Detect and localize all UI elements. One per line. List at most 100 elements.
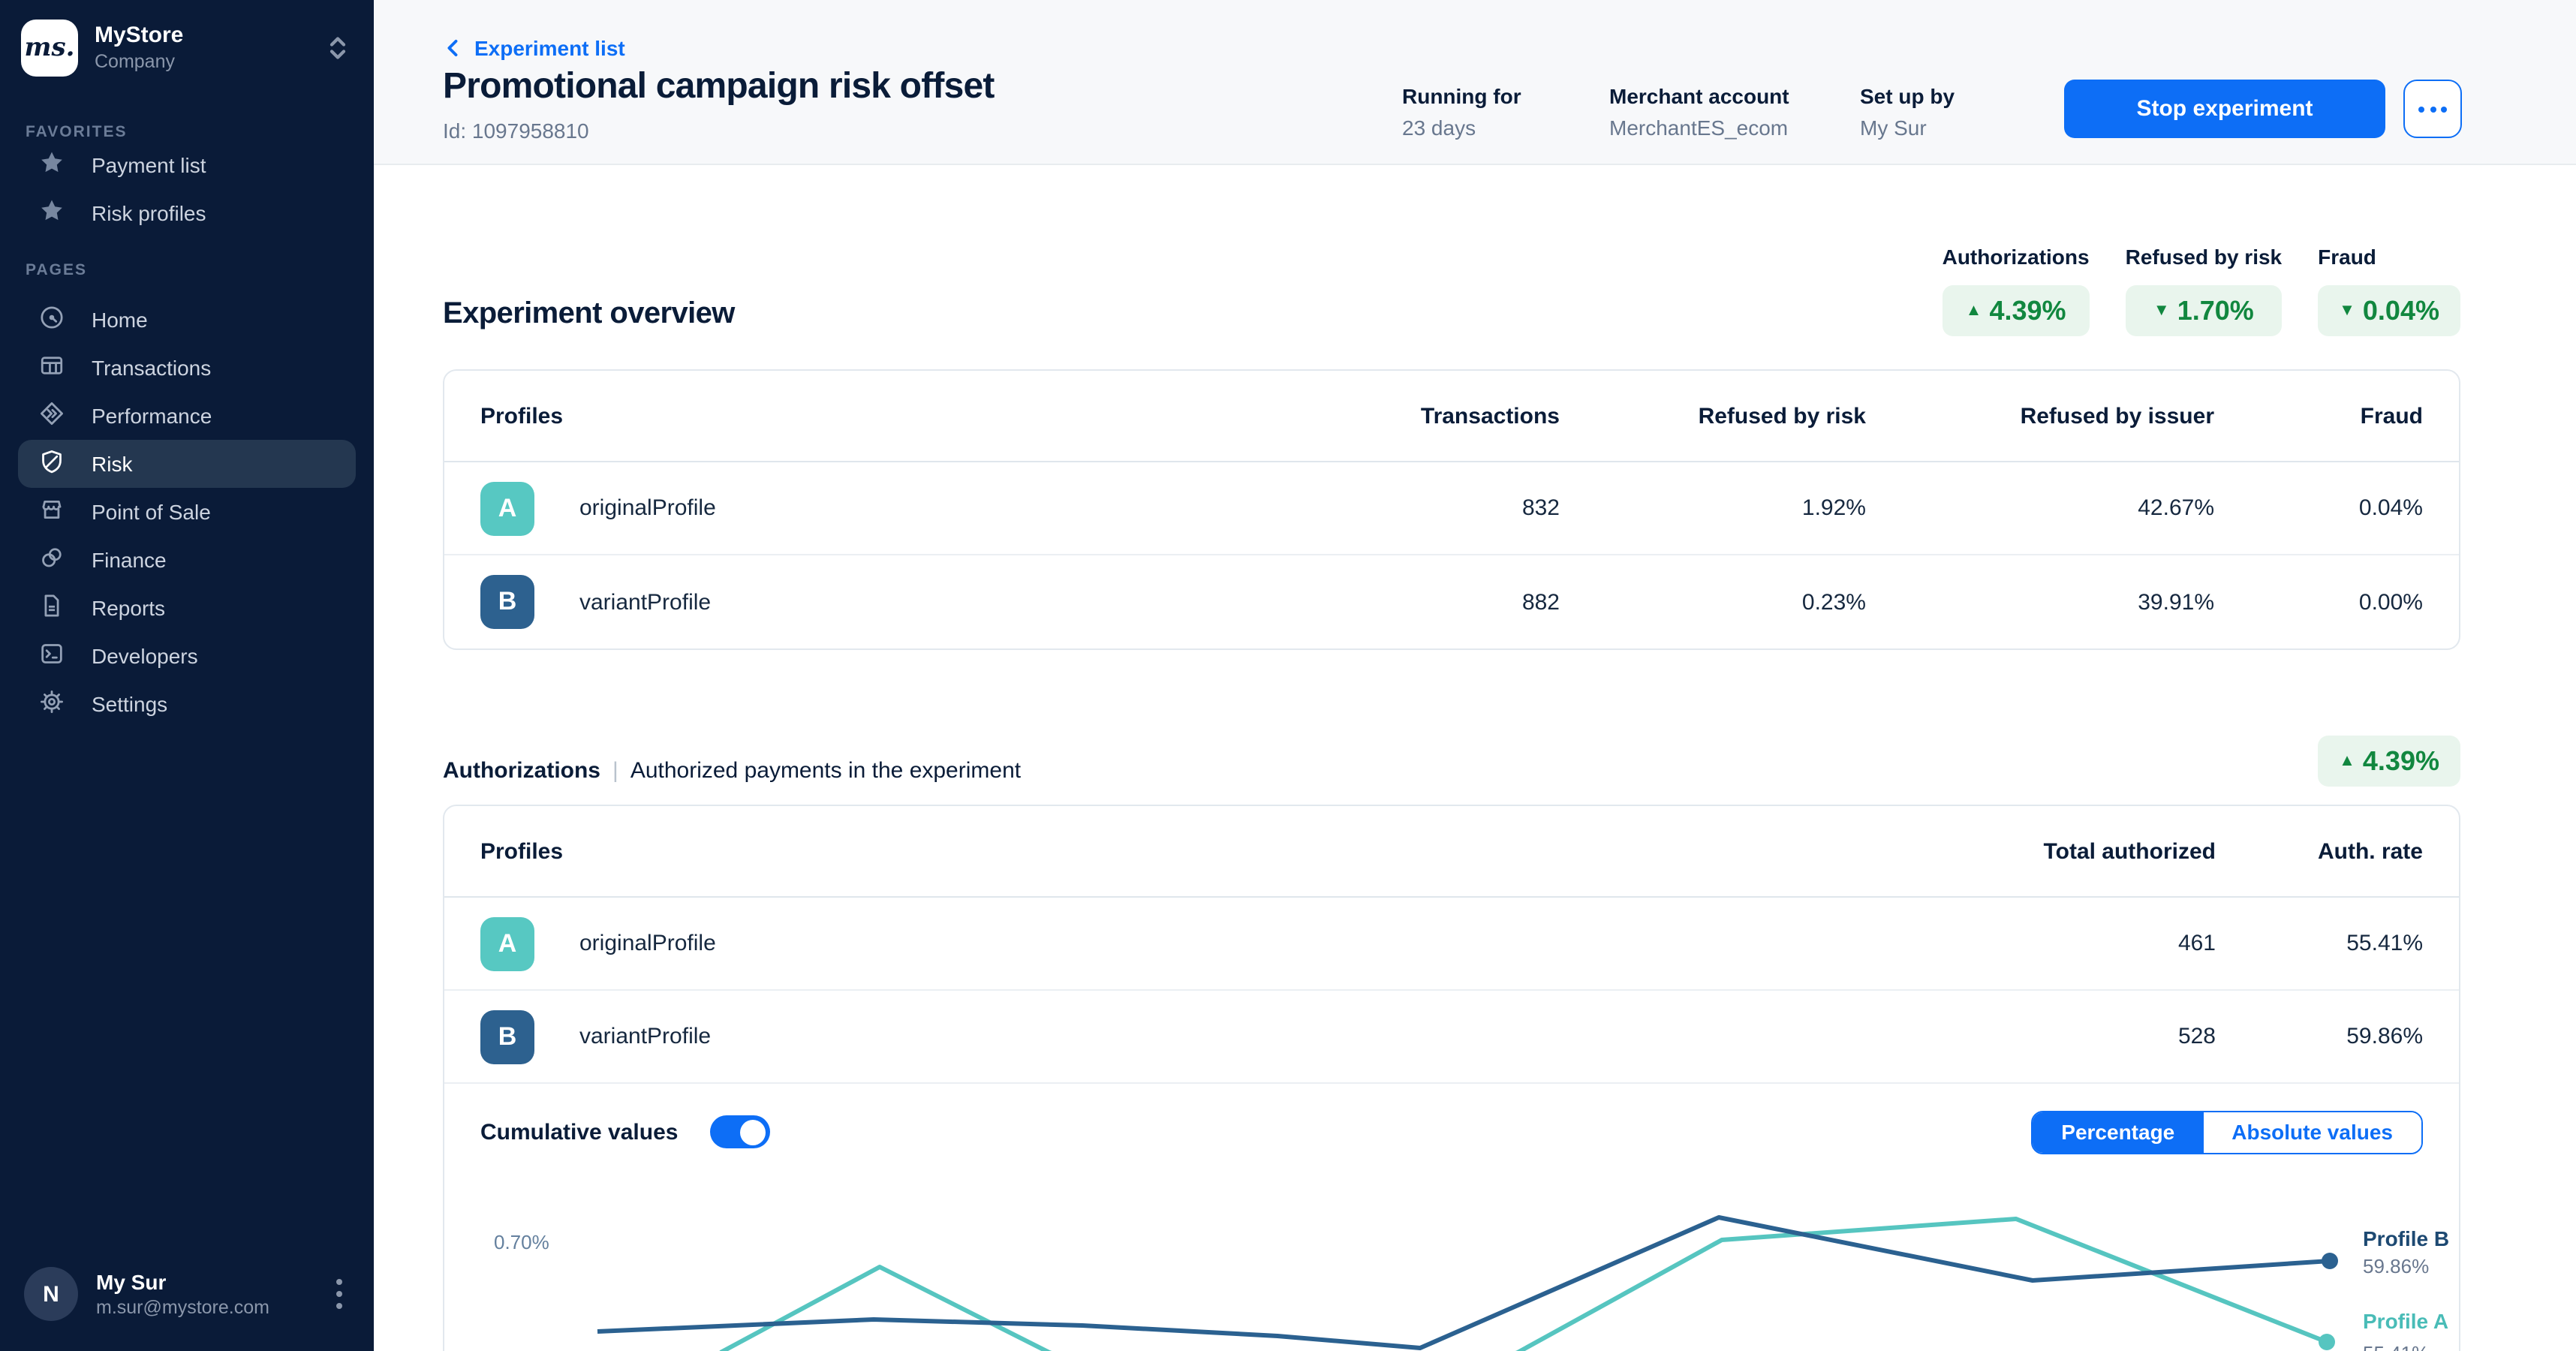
column-header: Auth. rate [2317,838,2423,864]
stat-badge: ▼ 0.04% [2318,285,2460,336]
profile-a-legend-label: Profile A [2363,1309,2449,1333]
sidebar-item-performance[interactable]: Performance [18,392,356,440]
more-options-button[interactable] [2403,80,2462,138]
meta-label: Merchant account [1609,84,1789,108]
authorizations-title: Authorizations [443,758,600,784]
refused-by-risk-value: 0.23% [1801,589,1866,615]
profile-b-badge: B [480,575,534,629]
percentage-tab[interactable]: Percentage [2033,1112,2204,1152]
absolute-values-tab[interactable]: Absolute values [2203,1112,2421,1152]
sidebar-item-label: Point of Sale [92,500,211,524]
column-header: Total authorized [2043,838,2216,864]
user-email: m.sur@mystore.com [96,1297,269,1318]
chevron-up-down-icon[interactable] [323,33,353,63]
star-icon [39,198,65,228]
coins-icon [39,545,65,575]
storefront-icon [39,497,65,527]
document-icon [39,593,65,623]
stop-experiment-button[interactable]: Stop experiment [2064,80,2385,138]
sidebar-item-point-of-sale[interactable]: Point of Sale [18,488,356,536]
sidebar-item-label: Developers [92,644,198,668]
company-logo: ms. [21,20,78,77]
company-switcher[interactable]: ms. MyStore Company [0,0,374,92]
cumulative-values-toggle[interactable] [709,1115,770,1148]
stat-badge: ▼ 1.70% [2125,285,2283,336]
profile-a-line [719,1217,2328,1351]
chart-controls: Cumulative values Percentage Absolute va… [444,1084,2459,1180]
sidebar-item-reports[interactable]: Reports [18,584,356,632]
meta-value: My Sur [1860,116,1927,140]
column-header: Refused by issuer [2020,403,2214,429]
sidebar-nav: FAVORITES Payment list Risk profiles PAG… [0,92,374,1243]
profile-b-line [597,1215,2331,1350]
meta-label: Running for [1402,84,1521,108]
arrow-up-icon: ▲ [1965,302,1982,320]
sidebar-item-finance[interactable]: Finance [18,536,356,584]
cumulative-values-label: Cumulative values [480,1119,679,1145]
table-header-row: Profiles Transactions Refused by risk Re… [444,371,2459,462]
favorites-section-label: FAVORITES [26,123,128,141]
sidebar-item-transactions[interactable]: Transactions [18,344,356,392]
back-to-experiment-list-link[interactable]: Experiment list [443,36,625,60]
sidebar-item-developers[interactable]: Developers [18,632,356,680]
arrow-down-icon: ▼ [2153,302,2170,320]
authorizations-subtitle: Authorized payments in the experiment [630,758,1022,784]
profile-name: variantProfile [579,589,712,615]
ellipsis-icon [2418,106,2424,112]
experiment-id: Id: 1097958810 [443,119,589,143]
sidebar-item-settings[interactable]: Settings [18,680,356,728]
profile-a-endpoint [2319,1334,2335,1350]
sidebar: ms. MyStore Company FAVORITES Payment li… [0,0,374,1351]
company-type: Company [95,51,175,72]
page-header: Experiment list Promotional campaign ris… [374,0,2576,165]
stat-authorizations: Authorizations ▲ 4.39% [1942,245,2090,336]
separator: | [612,758,618,784]
profile-a-badge: A [480,916,534,970]
user-account[interactable]: N My Sur m.sur@mystore.com [0,1243,374,1351]
authorizations-line-chart [597,1215,2338,1351]
sidebar-item-home[interactable]: Home [18,296,356,344]
company-name: MyStore [95,23,184,48]
sidebar-item-risk-profiles[interactable]: Risk profiles [18,189,356,237]
profile-a-legend-value: 55.41% [2363,1342,2429,1351]
sidebar-item-payment-list[interactable]: Payment list [18,141,356,189]
column-header: Refused by risk [1698,403,1866,429]
chevron-left-icon [447,39,458,57]
section-heading-experiment-overview: Experiment overview [443,297,735,330]
table-icon [39,353,65,383]
stat-value: 1.70% [2177,295,2254,325]
meta-value: 23 days [1402,116,1476,140]
meta-value: MerchantES_ecom [1609,116,1789,140]
y-axis-tick: 0.70% [494,1231,549,1253]
transactions-value: 832 [1521,495,1560,521]
chart-view-switch: Percentage Absolute values [2031,1110,2423,1154]
stat-label: Fraud [2318,245,2376,269]
section-heading-authorizations: Authorizations | Authorized payments in th… [443,758,1021,784]
kebab-menu-icon[interactable] [326,1279,353,1309]
user-name: My Sur [96,1270,167,1294]
gear-icon [39,689,65,719]
column-header: Transactions [1420,403,1560,429]
profile-name: originalProfile [579,495,716,521]
avatar: N [24,1267,78,1321]
toggle-knob [740,1119,766,1145]
stat-badge: ▲ 4.39% [1942,285,2090,336]
arrow-down-icon: ▼ [2339,302,2355,320]
sidebar-item-label: Home [92,308,148,332]
sidebar-item-risk[interactable]: Risk [18,440,356,488]
profile-name: originalProfile [579,931,716,956]
sidebar-item-label: Transactions [92,356,212,380]
page-title: Promotional campaign risk offset [443,66,995,107]
transactions-value: 882 [1521,589,1560,615]
column-header: Profiles [480,838,564,864]
profile-b-legend-label: Profile B [2363,1226,2450,1250]
badge-value: 4.39% [2362,745,2439,775]
total-authorized-value: 528 [2177,1024,2216,1049]
refused-by-issuer-value: 42.67% [2138,495,2214,521]
performance-icon [39,401,65,431]
